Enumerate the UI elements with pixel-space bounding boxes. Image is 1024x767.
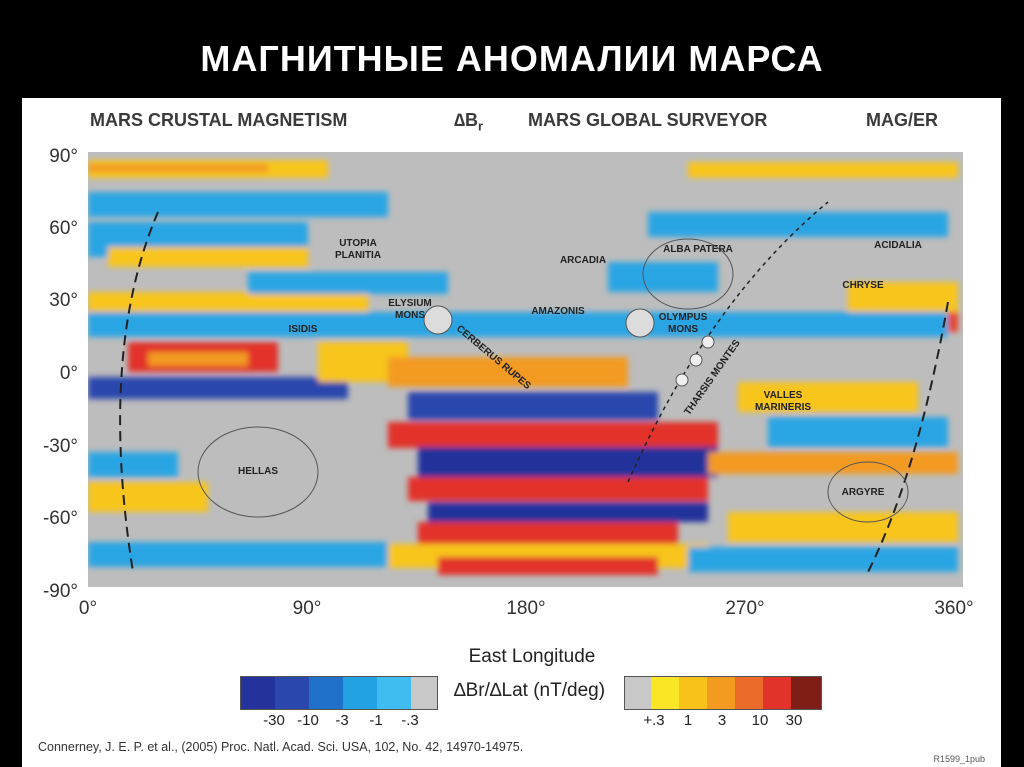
legend-swatch [707,677,735,709]
legend-tick: 1 [683,712,693,729]
region-label-arcadia: ARCADIA [559,255,607,266]
citation: Connerney, J. E. P. et al., (2005) Proc.… [38,740,524,754]
legend-swatch [651,677,679,709]
region-label-acidalia: ACIDALIA [874,240,922,251]
figure-code: R1599_1pub [933,754,985,764]
mars-map: UTOPIA PLANITIA ARCADIA ALBA PATERA ACID… [88,152,963,587]
x-tick: 360° [934,598,974,619]
legend-tick: -30 [263,712,285,729]
slide-title: МАГНИТНЫЕ АНОМАЛИИ МАРСА [200,38,824,79]
y-tick: -90° [42,581,78,602]
figure-header-left: MARS CRUSTAL MAGNETISM [90,110,348,130]
x-tick: 180° [506,598,546,619]
legend-swatch [791,677,821,709]
region-label-hellas: HELLAS [238,466,278,477]
y-tick: 90° [49,146,78,167]
figure-header-center: MARS GLOBAL SURVEYOR [528,110,768,130]
region-label-olympus: OLYMPUS MONS [658,312,708,335]
region-label-chryse: CHRYSE [842,280,884,291]
x-tick: 0° [78,598,98,619]
x-tick: 90° [292,598,322,619]
legend-swatch [625,677,651,709]
map-svg [88,152,963,587]
legend-positive-bar [624,676,822,710]
legend-label: ∆Br/∆Lat (nT/deg) [454,680,606,701]
x-tick: 270° [725,598,765,619]
region-label-elysium: ELYSIUM MONS [388,298,432,321]
header-symbol-text: ∆B [454,110,479,130]
region-label-argyre: ARGYRE [841,487,885,498]
legend-tick: +.3 [643,712,665,729]
legend-swatch [411,677,437,709]
y-tick: 60° [49,218,78,239]
legend-tick: -3 [335,712,349,729]
legend-tick: -10 [297,712,319,729]
legend-swatch [735,677,763,709]
region-label-valles: VALLES MARINERIS [754,390,812,413]
legend-tick: -1 [369,712,383,729]
mars-magnetism-figure: MARS CRUSTAL MAGNETISM ∆Br MARS GLOBAL S… [22,98,1001,767]
legend-swatch [763,677,791,709]
region-label-alba: ALBA PATERA [663,244,733,255]
legend-swatch [309,677,343,709]
figure-header-symbol: ∆Br [454,110,483,134]
region-label-utopia: UTOPIA PLANITIA [334,238,382,261]
y-tick: 30° [49,290,78,311]
legend-tick: 30 [785,712,803,729]
legend-tick: 10 [751,712,769,729]
legend-swatch [343,677,377,709]
legend-tick: 3 [717,712,727,729]
legend-negative-bar [240,676,438,710]
y-tick: -30° [42,436,78,457]
y-tick: 0° [59,363,78,384]
header-symbol-sub: r [478,118,484,134]
legend-swatch [377,677,411,709]
legend-swatch [679,677,707,709]
legend-swatch [241,677,275,709]
legend-swatch [275,677,309,709]
region-label-isidis: ISIDIS [288,324,318,335]
y-tick: -60° [42,508,78,529]
region-label-amazonis: AMAZONIS [531,306,585,317]
figure-header-right: MAG/ER [866,110,938,130]
legend-tick: -.3 [401,712,419,729]
x-axis-label: East Longitude [468,646,596,667]
